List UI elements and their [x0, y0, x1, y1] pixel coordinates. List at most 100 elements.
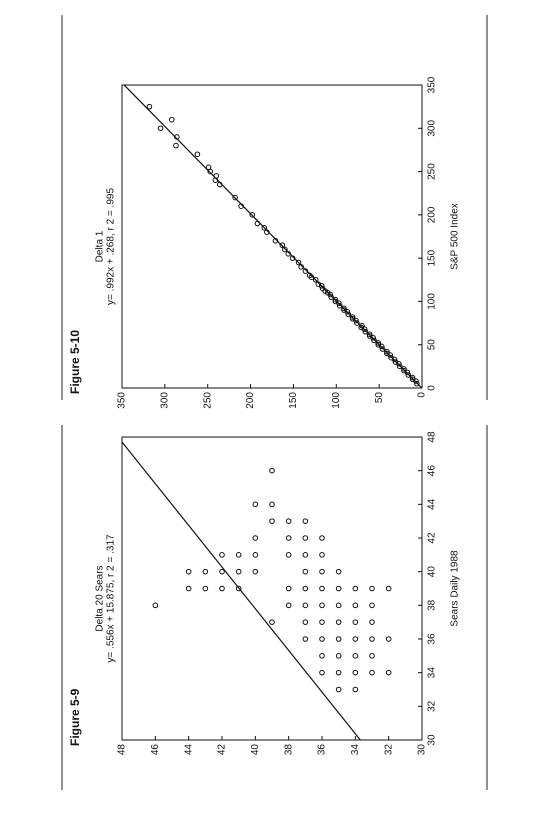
scatter-point — [157, 125, 164, 132]
scatter-point — [302, 552, 309, 558]
scatter-point — [414, 380, 420, 387]
y-tick-label: 300 — [159, 392, 170, 409]
x-axis-label: Sears Daily 1988 — [450, 550, 461, 627]
x-tick-label: 150 — [427, 249, 438, 266]
x-tick-label: 250 — [427, 163, 438, 180]
scatter-point — [252, 501, 259, 508]
scatter-point — [302, 636, 309, 642]
x-tick-label: 100 — [427, 293, 438, 310]
chart-title: Delta 1 — [95, 230, 106, 262]
scatter-point — [332, 298, 339, 305]
scatter-point — [269, 619, 275, 625]
x-tick-label: 200 — [427, 206, 438, 223]
y-tick-label: 42 — [217, 744, 228, 756]
scatter-point — [352, 619, 359, 625]
scatter-point — [319, 552, 325, 558]
scatter-point — [335, 669, 342, 676]
scatter-point — [369, 585, 375, 592]
chart-title: Delta 20 Sears — [95, 565, 106, 631]
scatter-point — [152, 602, 159, 609]
scatter-point — [219, 585, 225, 592]
y-tick-label: 150 — [288, 392, 299, 409]
x-tick-label: 36 — [427, 633, 438, 645]
scatter-point — [341, 305, 347, 312]
scatter-point — [366, 331, 373, 338]
x-tick-label: 30 — [427, 734, 438, 746]
x-tick-label: 0 — [427, 385, 438, 391]
y-tick-label: 34 — [350, 744, 361, 756]
scatter-point — [235, 552, 242, 558]
scatter-point — [379, 346, 386, 352]
scatter-point — [295, 259, 302, 266]
fit-line — [121, 441, 361, 741]
scatter-point — [285, 602, 292, 609]
scatter-point — [369, 602, 375, 609]
scatter-point — [319, 653, 325, 659]
scatter-point — [352, 602, 359, 609]
scatter-point — [328, 294, 334, 300]
scatter-point — [405, 372, 412, 378]
scatter-point — [252, 568, 259, 575]
scatter-point — [388, 354, 394, 361]
plot-frame — [121, 436, 423, 741]
scatter-point — [173, 142, 179, 149]
scatter-point — [385, 669, 392, 676]
scatter-point — [401, 367, 407, 374]
scatter-point — [302, 518, 309, 524]
scatter-point — [375, 340, 382, 346]
figure-label: Figure 5-9 — [68, 688, 82, 746]
scatter-point — [205, 164, 212, 171]
scatter-point — [202, 585, 209, 592]
scatter-point — [202, 568, 209, 575]
scatter-point — [336, 302, 343, 309]
scatter-point — [384, 348, 390, 355]
scatter-point — [335, 686, 342, 693]
scatter-point — [302, 619, 309, 625]
x-tick-label: 46 — [427, 465, 438, 477]
scatter-point — [282, 246, 288, 253]
scatter-point — [252, 552, 259, 558]
x-tick-label: 42 — [427, 532, 438, 544]
x-tick-label: 44 — [427, 498, 438, 510]
scatter-point — [392, 359, 399, 365]
x-tick-label: 34 — [427, 667, 438, 679]
scatter-point — [384, 350, 390, 357]
scatter-point — [352, 686, 359, 693]
scatter-point — [366, 333, 373, 339]
y-tick-label: 36 — [317, 744, 328, 756]
scatter-point — [285, 585, 292, 592]
scatter-point — [369, 636, 375, 642]
scatter-point — [371, 337, 377, 344]
scatter-point — [302, 602, 309, 609]
scatter-point — [362, 328, 369, 335]
y-tick-label: 46 — [150, 744, 161, 756]
scatter-point — [401, 366, 407, 372]
y-tick-label: 50 — [374, 392, 385, 404]
scatter-point — [375, 341, 382, 348]
scatter-point — [269, 501, 275, 508]
scatter-point — [369, 669, 375, 676]
scatter-point — [194, 151, 201, 158]
scatter-point — [302, 535, 309, 541]
scatter-point — [185, 585, 192, 592]
x-tick-label: 32 — [427, 700, 438, 712]
scatter-point — [319, 568, 325, 575]
scatter-point — [352, 636, 359, 642]
scatter-point — [409, 374, 416, 381]
scatter-point — [335, 568, 342, 575]
scatter-point — [369, 653, 375, 659]
scatter-point — [249, 212, 256, 218]
scatter-point — [352, 585, 359, 592]
scatter-point — [369, 619, 375, 625]
y-tick-label: 200 — [245, 392, 256, 409]
scatter-point — [168, 116, 175, 123]
figure-label: Figure 5-10 — [68, 330, 82, 394]
x-tick-label: 48 — [427, 431, 438, 443]
scatter-point — [285, 535, 292, 541]
y-tick-label: 350 — [117, 392, 128, 409]
fit-line — [123, 84, 423, 389]
scatter-point — [335, 585, 342, 592]
